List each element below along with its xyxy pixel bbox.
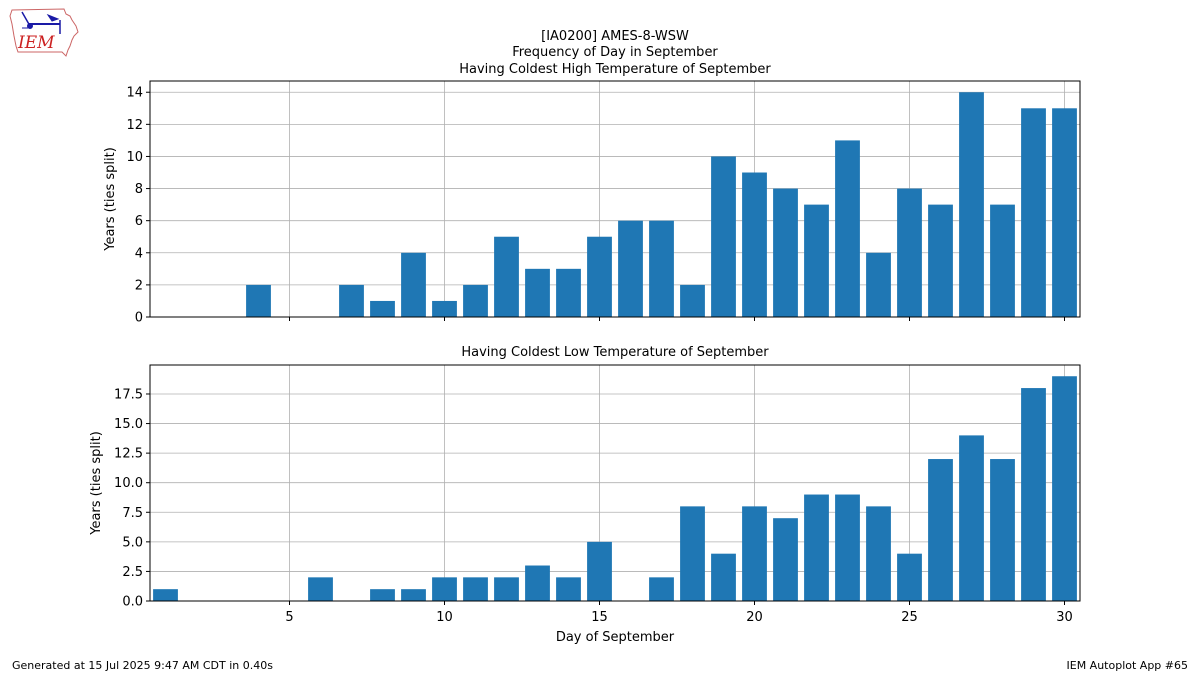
bar-day-25 <box>897 188 922 317</box>
bar-day-10 <box>432 300 457 317</box>
bar-day-19 <box>711 553 736 601</box>
bar-day-11 <box>463 284 488 317</box>
x-tick-label: 30 <box>1056 610 1073 625</box>
bar-day-12 <box>494 577 519 601</box>
y-tick-label: 10 <box>126 150 143 165</box>
bar-day-15 <box>587 541 612 601</box>
y-tick-label: 2 <box>135 278 143 293</box>
x-tick-label: 5 <box>285 610 293 625</box>
bar-day-7 <box>339 284 364 317</box>
bar-day-4 <box>246 284 271 317</box>
bar-day-16 <box>618 220 643 317</box>
bar-day-27 <box>959 435 984 601</box>
bar-day-23 <box>835 494 860 601</box>
footer-app-text: IEM Autoplot App #65 <box>1066 659 1189 672</box>
bar-day-10 <box>432 577 457 601</box>
bar-day-14 <box>556 577 581 601</box>
bar-day-25 <box>897 553 922 601</box>
bar-day-18 <box>680 506 705 601</box>
bar-day-21 <box>773 188 798 317</box>
y-tick-label: 5.0 <box>122 535 143 550</box>
bar-day-11 <box>463 577 488 601</box>
bar-day-20 <box>742 172 767 317</box>
weather-station-icon <box>21 11 61 34</box>
bar-day-26 <box>928 459 953 601</box>
bar-day-1 <box>153 589 178 601</box>
x-tick-label: 15 <box>591 610 608 625</box>
bar-day-30 <box>1052 108 1077 318</box>
footer-generated-text: Generated at 15 Jul 2025 9:47 AM CDT in … <box>12 659 273 672</box>
bottom-panel-title: Having Coldest Low Temperature of Septem… <box>461 345 769 360</box>
y-tick-label: 4 <box>135 246 143 261</box>
bar-day-12 <box>494 236 519 317</box>
y-tick-label: 15.0 <box>114 417 143 432</box>
chart-title-line1: [IA0200] AMES-8-WSW <box>541 29 689 44</box>
bar-day-9 <box>401 589 426 601</box>
chart-title-line2: Frequency of Day in September <box>512 45 718 60</box>
bar-day-21 <box>773 518 798 601</box>
x-axis-label: Day of September <box>556 630 675 645</box>
y-tick-label: 0 <box>135 311 143 326</box>
bar-day-13 <box>525 565 550 601</box>
y-tick-label: 10.0 <box>114 476 143 491</box>
bar-day-6 <box>308 577 333 601</box>
top-panel-ylabel: Years (ties split) <box>103 147 118 252</box>
iem-logo: IEM <box>9 8 79 57</box>
bar-day-13 <box>525 268 550 317</box>
bar-day-19 <box>711 156 736 317</box>
bar-day-20 <box>742 506 767 601</box>
bar-day-29 <box>1021 108 1046 318</box>
y-tick-label: 8 <box>135 182 143 197</box>
chart-title-line3: Having Coldest High Temperature of Septe… <box>459 62 771 77</box>
bar-day-15 <box>587 236 612 317</box>
x-tick-label: 25 <box>901 610 918 625</box>
y-tick-label: 2.5 <box>122 565 143 580</box>
iowa-state-outline <box>9 8 79 57</box>
x-tick-label: 10 <box>436 610 453 625</box>
bar-day-26 <box>928 204 953 317</box>
y-tick-label: 0.0 <box>122 595 143 610</box>
bar-day-22 <box>804 494 829 601</box>
bar-day-30 <box>1052 376 1077 601</box>
bar-day-9 <box>401 252 426 317</box>
logo-text: IEM <box>17 33 55 53</box>
top-panel-plot-area: 0 2 4 6 8 10 12 14 <box>126 80 1081 326</box>
bottom-panel-plot-area: 0.0 2.5 5.0 7.5 10.0 12.5 15.0 17.5 5 10 15 20 25 30 <box>114 364 1081 625</box>
x-tick-label: 20 <box>746 610 763 625</box>
y-tick-label: 12 <box>126 118 143 133</box>
axes-frame <box>149 80 1081 318</box>
bar-day-23 <box>835 140 860 317</box>
y-tick-label: 7.5 <box>122 506 143 521</box>
bar-day-24 <box>866 506 891 601</box>
bar-day-29 <box>1021 388 1046 601</box>
bar-day-17 <box>649 577 674 601</box>
bar-day-14 <box>556 268 581 317</box>
bar-day-22 <box>804 204 829 317</box>
bar-day-8 <box>370 300 395 317</box>
y-tick-label: 6 <box>135 214 143 229</box>
bar-day-17 <box>649 220 674 317</box>
bar-day-28 <box>990 204 1015 317</box>
bottom-panel-ylabel: Years (ties split) <box>89 431 104 536</box>
bar-day-24 <box>866 252 891 317</box>
bar-day-27 <box>959 92 984 317</box>
y-tick-label: 12.5 <box>114 447 143 462</box>
bar-day-18 <box>680 284 705 317</box>
bar-day-8 <box>370 589 395 601</box>
bar-day-28 <box>990 459 1015 601</box>
y-tick-label: 14 <box>126 86 143 101</box>
y-tick-label: 17.5 <box>114 387 143 402</box>
